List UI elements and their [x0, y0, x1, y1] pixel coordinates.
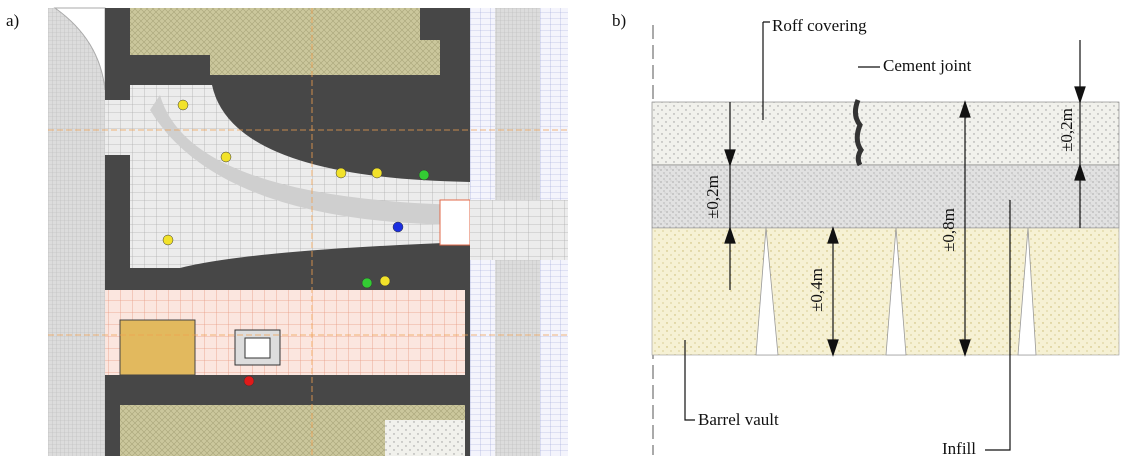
drawing-shape — [652, 102, 1119, 165]
panel-b: b) Roff covering Cement joint Barrel vau… — [612, 11, 1119, 458]
marker-dot — [380, 276, 390, 286]
drawing-shape — [1075, 87, 1085, 102]
callout: Cement joint — [883, 56, 972, 75]
dimension: ±0,8m — [939, 208, 958, 252]
marker-dot — [419, 170, 429, 180]
drawing-shape — [48, 8, 105, 456]
figure: a) b) Roff covering Cement joint Barrel … — [0, 0, 1126, 462]
callout: Barrel vault — [698, 410, 779, 429]
marker-dot — [336, 168, 346, 178]
marker-dot — [393, 222, 403, 232]
panel-label: a) — [6, 11, 19, 30]
drawing-shape — [470, 200, 568, 260]
callout: Roff covering — [772, 16, 867, 35]
drawing-shape — [440, 200, 470, 245]
drawing-shape — [385, 420, 465, 456]
dimension: ±0,2m — [1057, 108, 1076, 152]
marker-dot — [372, 168, 382, 178]
callout: Infill — [942, 439, 976, 458]
drawing-shape — [652, 165, 1119, 228]
marker-dot — [163, 235, 173, 245]
panel-a: a) — [6, 8, 568, 456]
marker-dot — [178, 100, 188, 110]
marker-dot — [362, 278, 372, 288]
marker-dot — [244, 376, 254, 386]
marker-dot — [221, 152, 231, 162]
dimension: ±0,4m — [807, 268, 826, 312]
drawing-shape — [120, 320, 195, 375]
panel-label: b) — [612, 11, 626, 30]
drawing-shape — [245, 338, 270, 358]
drawing-shape — [105, 100, 135, 155]
dimension: ±0,2m — [703, 175, 722, 219]
drawing-shape — [652, 228, 1119, 355]
